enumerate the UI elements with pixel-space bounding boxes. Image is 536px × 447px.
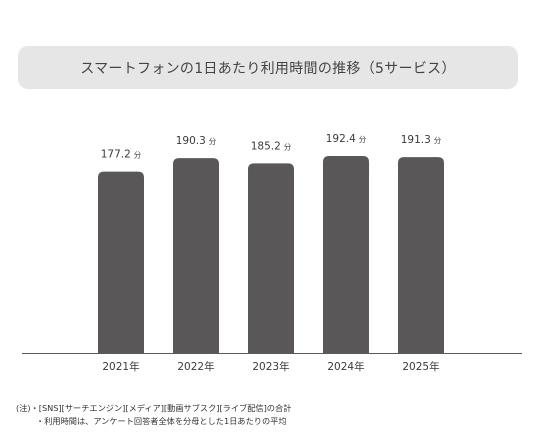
value-label-3: 185.2 分 bbox=[251, 140, 292, 152]
value-label-2: 190.3 分 bbox=[176, 135, 217, 147]
category-label-1: 2021年 bbox=[102, 360, 139, 373]
value-label-1: 177.2 分 bbox=[101, 149, 142, 161]
bar-3 bbox=[248, 163, 294, 353]
value-label-4: 192.4 分 bbox=[326, 133, 367, 145]
bar-1 bbox=[98, 171, 144, 353]
category-label-2: 2022年 bbox=[177, 360, 214, 373]
bar-chart: 177.2 分 2021年 190.3 分 2022年 185.2 分 2023年 192.4 分 2… bbox=[22, 133, 522, 373]
category-label-5: 2025年 bbox=[402, 360, 439, 373]
chart-title: スマートフォンの1日あたり利用時間の推移（5サービス） bbox=[80, 60, 456, 77]
note-line-2: ・利用時間は、アンケート回答者全体を分母とした1日あたりの平均 bbox=[36, 416, 287, 426]
note-line-1: (注)・[SNS][サーチエンジン][メディア][動画サブスク][ライブ配信]の… bbox=[16, 403, 292, 413]
chart-notes: (注)・[SNS][サーチエンジン][メディア][動画サブスク][ライブ配信]の… bbox=[16, 402, 291, 428]
value-label-5: 191.3 分 bbox=[401, 134, 442, 146]
category-label-3: 2023年 bbox=[252, 360, 289, 373]
category-label-4: 2024年 bbox=[327, 360, 364, 373]
chart-title-box: スマートフォンの1日あたり利用時間の推移（5サービス） bbox=[18, 46, 518, 89]
bar-2 bbox=[173, 158, 219, 353]
bar-4 bbox=[323, 156, 369, 353]
bar-5 bbox=[398, 157, 444, 353]
